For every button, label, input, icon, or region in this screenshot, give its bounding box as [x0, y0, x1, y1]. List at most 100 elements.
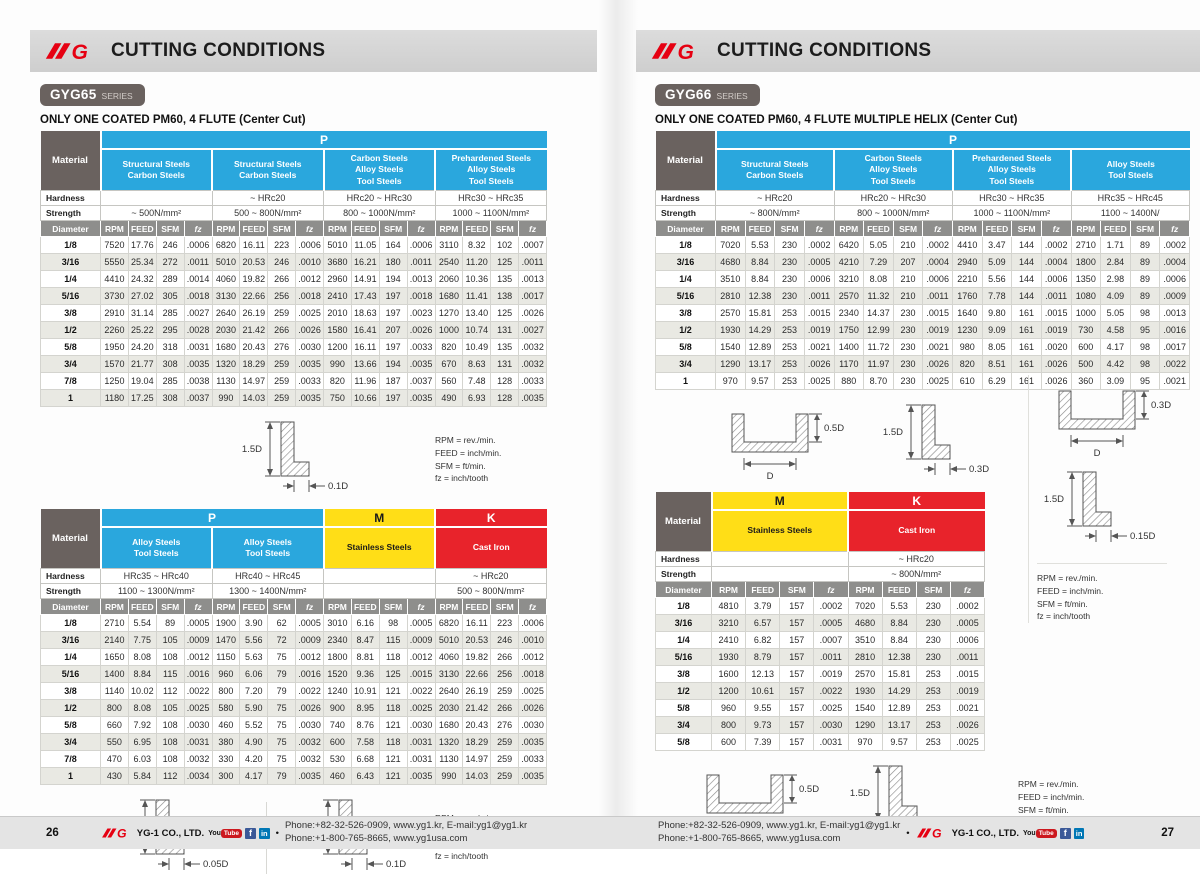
- value-cell: 500: [1070, 355, 1102, 373]
- value-cell: 600: [1070, 338, 1102, 356]
- value-cell: 1080: [1070, 287, 1102, 305]
- value-cell: .0006: [1159, 270, 1190, 288]
- value-cell: 8.70: [863, 372, 894, 390]
- cutting-table-2: Material P M K Alloy Steels Tool Steels Alloy …: [40, 509, 547, 785]
- value-cell: 144: [1011, 287, 1042, 305]
- value-cell: 3.79: [745, 597, 781, 615]
- col-header-sfm: SFM: [155, 220, 185, 237]
- value-cell: 20.43: [239, 338, 269, 356]
- value-cell: 1250: [100, 372, 129, 390]
- value-cell: 161: [1011, 372, 1042, 390]
- value-cell: 144: [1011, 253, 1042, 271]
- series-suffix: SERIES: [101, 91, 133, 101]
- value-cell: .0021: [803, 338, 835, 356]
- value-cell: 8.76: [350, 716, 380, 734]
- material-group-cell: Alloy Steels Tool Steels: [211, 527, 324, 569]
- value-cell: 2640: [211, 304, 241, 322]
- column-header-row: Diameter RPM FEED SFM fz RPM FEED SFM fz RPM FEED S…: [655, 220, 1190, 237]
- value-cell: 266: [490, 699, 520, 717]
- value-cell: .0015: [803, 304, 835, 322]
- value-cell: .0021: [949, 699, 986, 717]
- value-cell: 5.84: [127, 767, 157, 785]
- value-cell: 6.43: [350, 767, 380, 785]
- diameter-cell: 1/8: [40, 236, 101, 254]
- value-cell: 12.13: [745, 665, 781, 683]
- svg-text:G: G: [72, 41, 88, 63]
- footer-left: 26 G YG-1 CO., LTD. You Tube f in • Phone…: [0, 820, 596, 846]
- col-header-feed: FEED: [462, 220, 492, 237]
- value-cell: .0026: [1040, 355, 1072, 373]
- value-cell: 18.29: [239, 355, 269, 373]
- value-cell: 8.08: [127, 699, 157, 717]
- value-cell: 79: [267, 665, 297, 683]
- value-cell: .0002: [1040, 236, 1072, 254]
- value-cell: 3110: [434, 236, 464, 254]
- value-cell: 1400: [100, 665, 129, 683]
- value-cell: 5.53: [744, 236, 776, 254]
- value-cell: 115: [378, 631, 408, 649]
- material-group-cell: Prehardened Steels Alloy Steels Tool Steel…: [951, 149, 1071, 191]
- value-cell: .0031: [183, 733, 213, 751]
- value-cell: 138: [490, 287, 520, 305]
- strength-value: ~ 800N/mm²: [715, 205, 835, 221]
- value-cell: 12.38: [881, 648, 917, 666]
- value-cell: 79: [267, 767, 297, 785]
- value-cell: 2570: [847, 665, 883, 683]
- data-row: 1/4 2410 6.82 157.0007 3510 8.84 230.0006: [655, 631, 986, 649]
- data-row: 1/4 1650 8.08 108.0012 1150 5.63 75.0012 1800 8.…: [40, 648, 547, 666]
- col-header-rpm: RPM: [100, 598, 129, 615]
- value-cell: 89: [155, 614, 185, 632]
- value-cell: 6820: [434, 614, 464, 632]
- diameter-cell: 1/2: [655, 321, 716, 339]
- svg-text:G: G: [678, 41, 694, 63]
- strength-row: Strength ~ 800N/mm² 800 ~ 1000N/mm² 1000 ~ …: [655, 205, 1190, 221]
- value-cell: 4.17: [1100, 338, 1131, 356]
- value-cell: 253: [774, 372, 805, 390]
- facebook-icon: f: [244, 827, 256, 839]
- col-header-rpm: RPM: [211, 598, 241, 615]
- header-band-left: G CUTTING CONDITIONS: [30, 30, 597, 72]
- value-cell: .0026: [295, 321, 324, 339]
- data-row: 5/16 1400 8.84 115.0016 960 6.06 79.0016 1520 9.…: [40, 665, 547, 683]
- band-letter-K: K: [847, 492, 985, 511]
- contact-line: Phone:+82-32-526-0909, www.yg1.kr, E-mai…: [658, 820, 901, 832]
- value-cell: 3680: [323, 253, 352, 271]
- value-cell: 6.03: [127, 750, 157, 768]
- data-row: 3/16 5550 25.34 272.0011 5010 20.53 246.0010 36…: [40, 253, 547, 271]
- strength-value: 800 ~ 1000N/mm²: [833, 205, 953, 221]
- col-header-fz: fz: [406, 220, 436, 237]
- value-cell: 2030: [434, 699, 464, 717]
- value-cell: 230: [892, 355, 924, 373]
- value-cell: 670: [434, 355, 464, 373]
- diameter-cell: 3/8: [655, 665, 712, 683]
- value-cell: .0019: [1040, 321, 1072, 339]
- value-cell: 1130: [434, 750, 464, 768]
- material-group-cell: Alloy Steels Tool Steels: [99, 527, 212, 569]
- value-cell: .0005: [183, 614, 213, 632]
- value-cell: 1900: [211, 614, 241, 632]
- value-cell: 2260: [100, 321, 129, 339]
- col-header-rpm: RPM: [833, 220, 865, 237]
- value-cell: .0022: [406, 682, 436, 700]
- value-cell: 1930: [715, 321, 746, 339]
- value-cell: 1640: [952, 304, 983, 322]
- value-cell: 1290: [847, 716, 883, 734]
- value-cell: 1650: [100, 648, 129, 666]
- band-row: Material M K: [655, 492, 985, 552]
- step-profile-graphic: 1.5D 0.15D: [1044, 471, 1155, 542]
- value-cell: 14.03: [239, 389, 269, 407]
- value-cell: .0025: [949, 733, 986, 751]
- value-cell: 880: [833, 372, 865, 390]
- value-cell: .0011: [949, 648, 986, 666]
- col-header-fz: fz: [406, 598, 436, 615]
- diagram-row: 1.5D 0.1D RPM = rev./min. FEED = inch/mi…: [40, 414, 547, 505]
- value-cell: .0028: [183, 321, 213, 339]
- value-cell: 7.48: [462, 372, 492, 390]
- material-group-cell: Structural Steels Carbon Steels: [99, 149, 212, 191]
- value-cell: .0002: [922, 236, 953, 254]
- strength-value: 500 ~ 800N/mm²: [211, 205, 324, 221]
- value-cell: .0016: [295, 665, 324, 683]
- diameter-cell: 1/2: [40, 699, 101, 717]
- value-cell: .0033: [406, 338, 436, 356]
- material-group-cell: Cast Iron: [434, 527, 547, 569]
